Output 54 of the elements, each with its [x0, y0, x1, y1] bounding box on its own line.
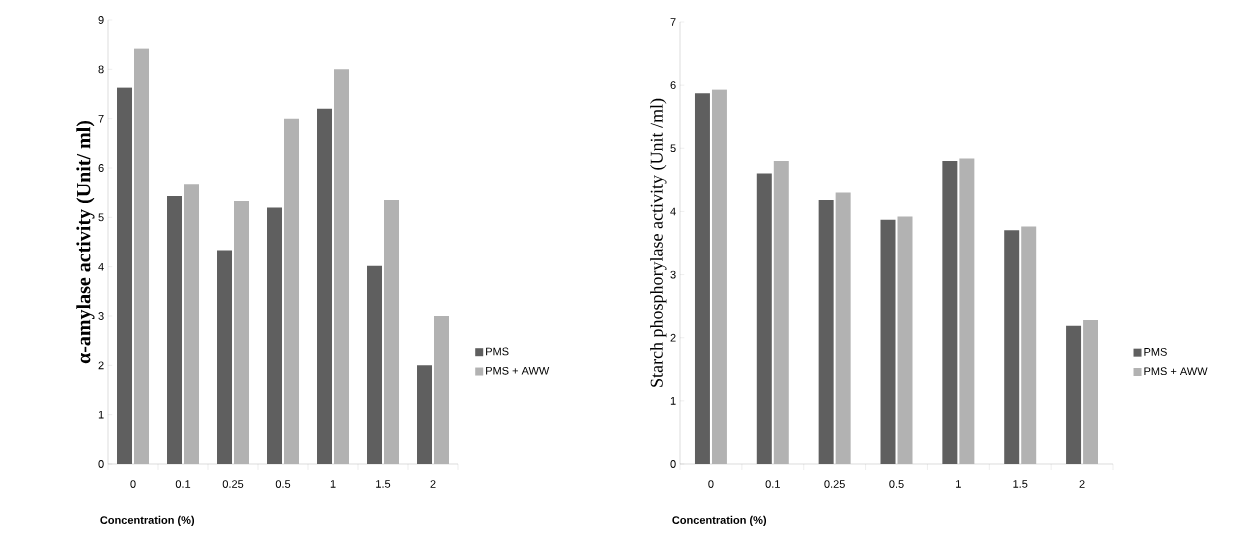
x-tick-label: 0.5	[889, 480, 904, 488]
bar	[942, 160, 958, 464]
y-tick-label: 7	[670, 18, 676, 26]
y-tick-label: 9	[98, 16, 104, 24]
bar	[417, 365, 433, 464]
x-tick-label: 2	[430, 480, 436, 488]
x-tick-label: 1.5	[1013, 480, 1028, 488]
x-tick-label: 1.5	[376, 480, 391, 488]
x-axis-title: Concentration (%)	[672, 515, 767, 527]
y-tick-label: 8	[98, 65, 104, 74]
y-tick-label: 2	[98, 361, 104, 370]
bar	[818, 200, 834, 464]
bar	[317, 108, 333, 464]
y-tick-label: 4	[98, 262, 104, 271]
bar	[217, 250, 233, 464]
x-tick-label: 2	[1079, 480, 1085, 488]
y-tick-label: 7	[98, 114, 104, 123]
x-tick-label: 0.1	[175, 480, 191, 488]
y-tick-label: 5	[670, 144, 676, 153]
bar	[167, 196, 183, 464]
bar	[880, 219, 896, 464]
y-tick-label: 3	[98, 312, 104, 320]
y-tick-label: 3	[670, 270, 676, 279]
x-axis-title: Concentration (%)	[100, 515, 195, 527]
x-tick-label: 0.25	[222, 480, 244, 488]
legend-label: PMS + AWW	[1144, 367, 1208, 376]
y-tick-label: 2	[670, 333, 676, 342]
bar	[756, 173, 772, 464]
legend-label: PMS	[1144, 348, 1167, 356]
y-tick-label: 1	[98, 410, 104, 419]
y-tick-label: 1	[670, 397, 676, 405]
x-tick-label: 0	[708, 480, 714, 488]
bar	[1066, 325, 1082, 464]
bar	[267, 207, 283, 464]
y-tick-label: 0	[670, 460, 676, 468]
y-axis-title: α-amylase activity (Unit/ ml)	[76, 120, 95, 364]
bar	[1004, 230, 1020, 464]
bar	[694, 93, 710, 464]
y-tick-label: 6	[98, 164, 104, 172]
bar	[117, 87, 133, 464]
x-tick-label: 1	[330, 480, 336, 488]
x-tick-label: 0	[130, 480, 136, 488]
y-tick-label: 0	[98, 460, 104, 468]
legend-label: PMS	[486, 347, 509, 356]
x-tick-label: 0.25	[824, 480, 845, 488]
y-axis-title: Starch phosphorylase activity (Unit /ml)	[650, 98, 667, 387]
legend-label: PMS + AWW	[486, 366, 550, 375]
x-tick-label: 0.1	[765, 480, 780, 488]
bar	[367, 265, 383, 464]
y-tick-label: 6	[670, 81, 676, 90]
y-tick-label: 4	[670, 207, 676, 216]
x-tick-label: 0.5	[275, 480, 291, 488]
y-tick-label: 5	[98, 213, 104, 222]
x-tick-label: 1	[956, 480, 961, 488]
